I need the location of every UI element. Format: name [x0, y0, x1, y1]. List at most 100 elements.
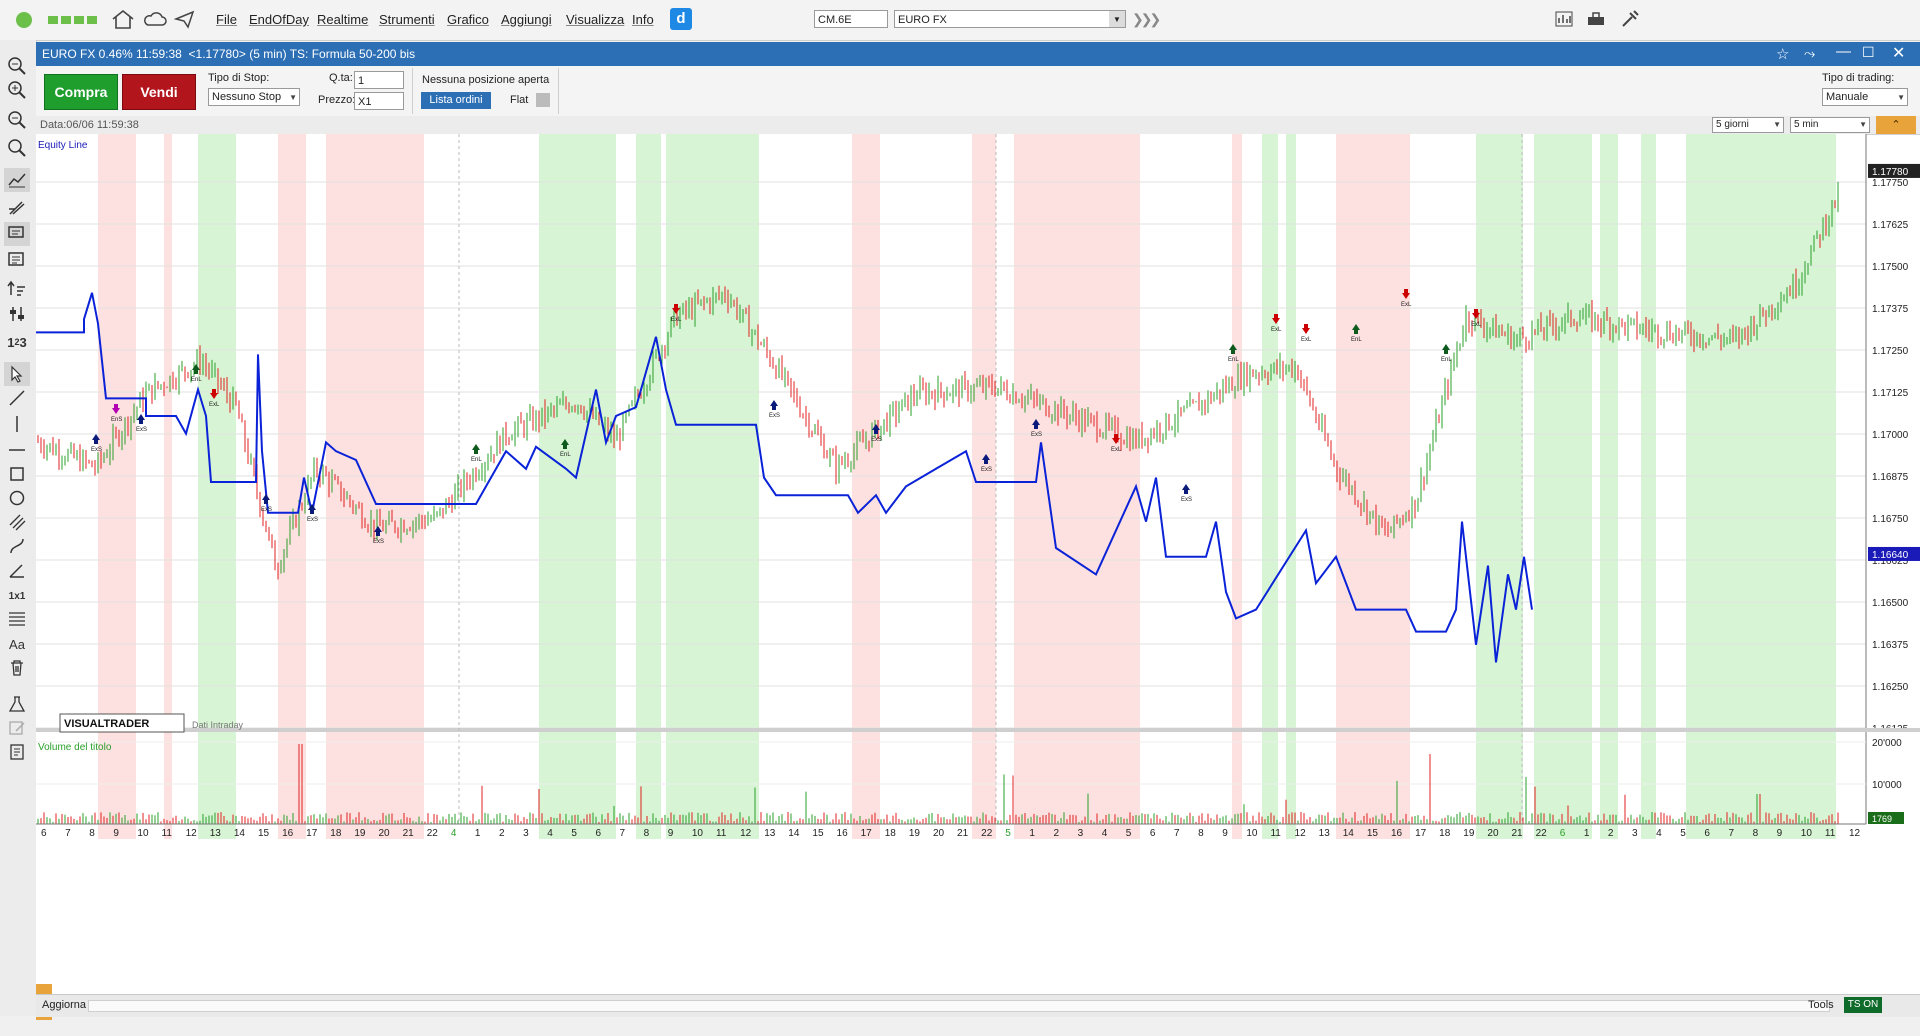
time-tick-label: 2 [1608, 828, 1614, 839]
cloud-icon[interactable] [142, 9, 168, 32]
menu-file[interactable]: File [216, 12, 237, 27]
sort-icon[interactable] [4, 276, 30, 300]
price-chart[interactable]: 1.17750 1.17625 1.17500 1.17375 1.17250 1.171… [36, 134, 1920, 1036]
cursor-icon[interactable] [4, 362, 30, 386]
flat-label: Flat [510, 94, 529, 106]
zoom-fit-icon[interactable] [4, 54, 30, 78]
buy-button[interactable]: Compra [44, 74, 118, 110]
maximize-icon[interactable]: ☐ [1862, 44, 1875, 60]
period-select[interactable]: 5 giorni [1712, 117, 1784, 133]
signal-label: EnL [560, 452, 571, 458]
adjust-icon[interactable] [4, 302, 30, 326]
connection-status-icon [16, 12, 32, 28]
signal-arrow [982, 454, 990, 464]
menu-info[interactable]: Info [632, 12, 654, 27]
time-tick-label: 9 [113, 828, 119, 839]
star-icon[interactable]: ☆ [1776, 46, 1790, 63]
signal-label: ExS [1031, 432, 1042, 438]
indicators-icon[interactable] [4, 168, 30, 192]
time-tick-label: 13 [1319, 828, 1331, 839]
time-tick-label: 11 [716, 828, 727, 839]
text-tool-icon[interactable]: Aa [9, 636, 25, 652]
flat-toggle[interactable] [536, 93, 550, 107]
circle-icon[interactable] [4, 486, 30, 510]
tools-button[interactable]: Tools [1808, 999, 1834, 1011]
chart-settings-icon[interactable] [1554, 10, 1574, 31]
trendline-icon[interactable] [4, 386, 30, 410]
magnifier-icon[interactable] [4, 136, 30, 160]
signal-arrow [872, 424, 880, 434]
forward-icon[interactable]: ❯❯❯ [1132, 11, 1161, 27]
orders-list-button[interactable]: Lista ordini [421, 92, 491, 109]
trading-type-select[interactable]: Manuale [1822, 88, 1908, 106]
signal-arrow [1352, 324, 1360, 334]
signal-arrow [1402, 289, 1410, 299]
symbol-code-input[interactable]: CM.6E [814, 10, 888, 28]
refresh-button[interactable]: Aggiorna [42, 999, 87, 1011]
edit-disabled-icon[interactable] [4, 716, 30, 740]
minimize-icon[interactable]: — [1836, 43, 1851, 60]
price-tick-label: 1.16500 [1872, 598, 1909, 609]
chevron-down-icon[interactable]: ▼ [1109, 11, 1125, 27]
ts-on-toggle[interactable]: TS ON [1844, 997, 1882, 1013]
channel-icon[interactable] [4, 510, 30, 534]
price-input[interactable]: X1 [354, 92, 404, 110]
gann-icon[interactable]: 1x1 [8, 590, 26, 602]
menu-strumenti[interactable]: Strumenti [379, 12, 435, 27]
trash-icon[interactable] [4, 656, 30, 680]
fibonacci-icon[interactable] [4, 606, 30, 630]
zoom-in-icon[interactable] [4, 78, 30, 102]
close-icon[interactable]: ✕ [1892, 45, 1906, 62]
time-tick-label: 10 [1246, 828, 1258, 839]
menu-realtime[interactable]: Realtime [317, 12, 369, 27]
zoom-out-icon[interactable] [4, 108, 30, 132]
qty-input[interactable]: 1 [354, 71, 404, 89]
signal-zone [1476, 134, 1523, 839]
time-tick-label: 13 [764, 828, 776, 839]
last-price-box [1868, 163, 1920, 178]
signal-label: ExL [1401, 302, 1412, 308]
curve-icon[interactable] [4, 534, 30, 558]
comment-icon[interactable] [4, 222, 30, 246]
symbol-name-select[interactable]: EURO FX ▼ [894, 10, 1126, 28]
menu-grafico[interactable]: Grafico [447, 12, 489, 27]
time-tick-label: 8 [89, 828, 95, 839]
vertical-line-icon[interactable] [4, 412, 30, 436]
time-tick-label: 1 [1584, 828, 1590, 839]
sell-button[interactable]: Vendi [122, 74, 196, 110]
time-tick-label: 8 [1198, 828, 1204, 839]
report-icon[interactable] [4, 740, 30, 764]
time-tick-label: 4 [451, 828, 457, 839]
horizontal-scrollbar[interactable] [88, 1000, 1830, 1012]
time-tick-label: 3 [1078, 828, 1084, 839]
equity-value-label: 1.16640 [1872, 550, 1909, 561]
send-icon[interactable] [173, 9, 196, 32]
signal-zone [1232, 134, 1242, 839]
signal-zone [972, 134, 996, 839]
time-tick-label: 9 [1222, 828, 1228, 839]
stop-type-select[interactable]: Nessuno Stop [208, 88, 300, 106]
app-logo-icon[interactable]: d [670, 8, 692, 30]
volume-tick-label: 20'000 [1872, 738, 1902, 749]
time-tick-label: 14 [788, 828, 800, 839]
menu-endofday[interactable]: EndOfDay [249, 12, 309, 27]
pencil-icon[interactable] [4, 196, 30, 220]
collapse-icon[interactable]: ⌃ [1876, 116, 1916, 134]
menu-visualizza[interactable]: Visualizza [566, 12, 625, 27]
rectangle-icon[interactable] [4, 462, 30, 486]
toolbox-icon[interactable] [1586, 10, 1606, 31]
home-icon[interactable] [110, 8, 136, 33]
horizontal-line-icon[interactable] [4, 438, 30, 462]
signal-label: ExL [209, 402, 220, 408]
tools-icon[interactable] [1620, 9, 1640, 32]
list-edit-icon[interactable] [4, 248, 30, 272]
signal-zone [164, 134, 172, 839]
time-tick-label: 20 [378, 828, 390, 839]
interval-select[interactable]: 5 min [1790, 117, 1870, 133]
pin-icon[interactable]: ⤳ [1804, 45, 1816, 61]
menu-aggiungi[interactable]: Aggiungi [501, 12, 552, 27]
flask-icon[interactable] [4, 692, 30, 716]
angle-icon[interactable] [4, 558, 30, 582]
